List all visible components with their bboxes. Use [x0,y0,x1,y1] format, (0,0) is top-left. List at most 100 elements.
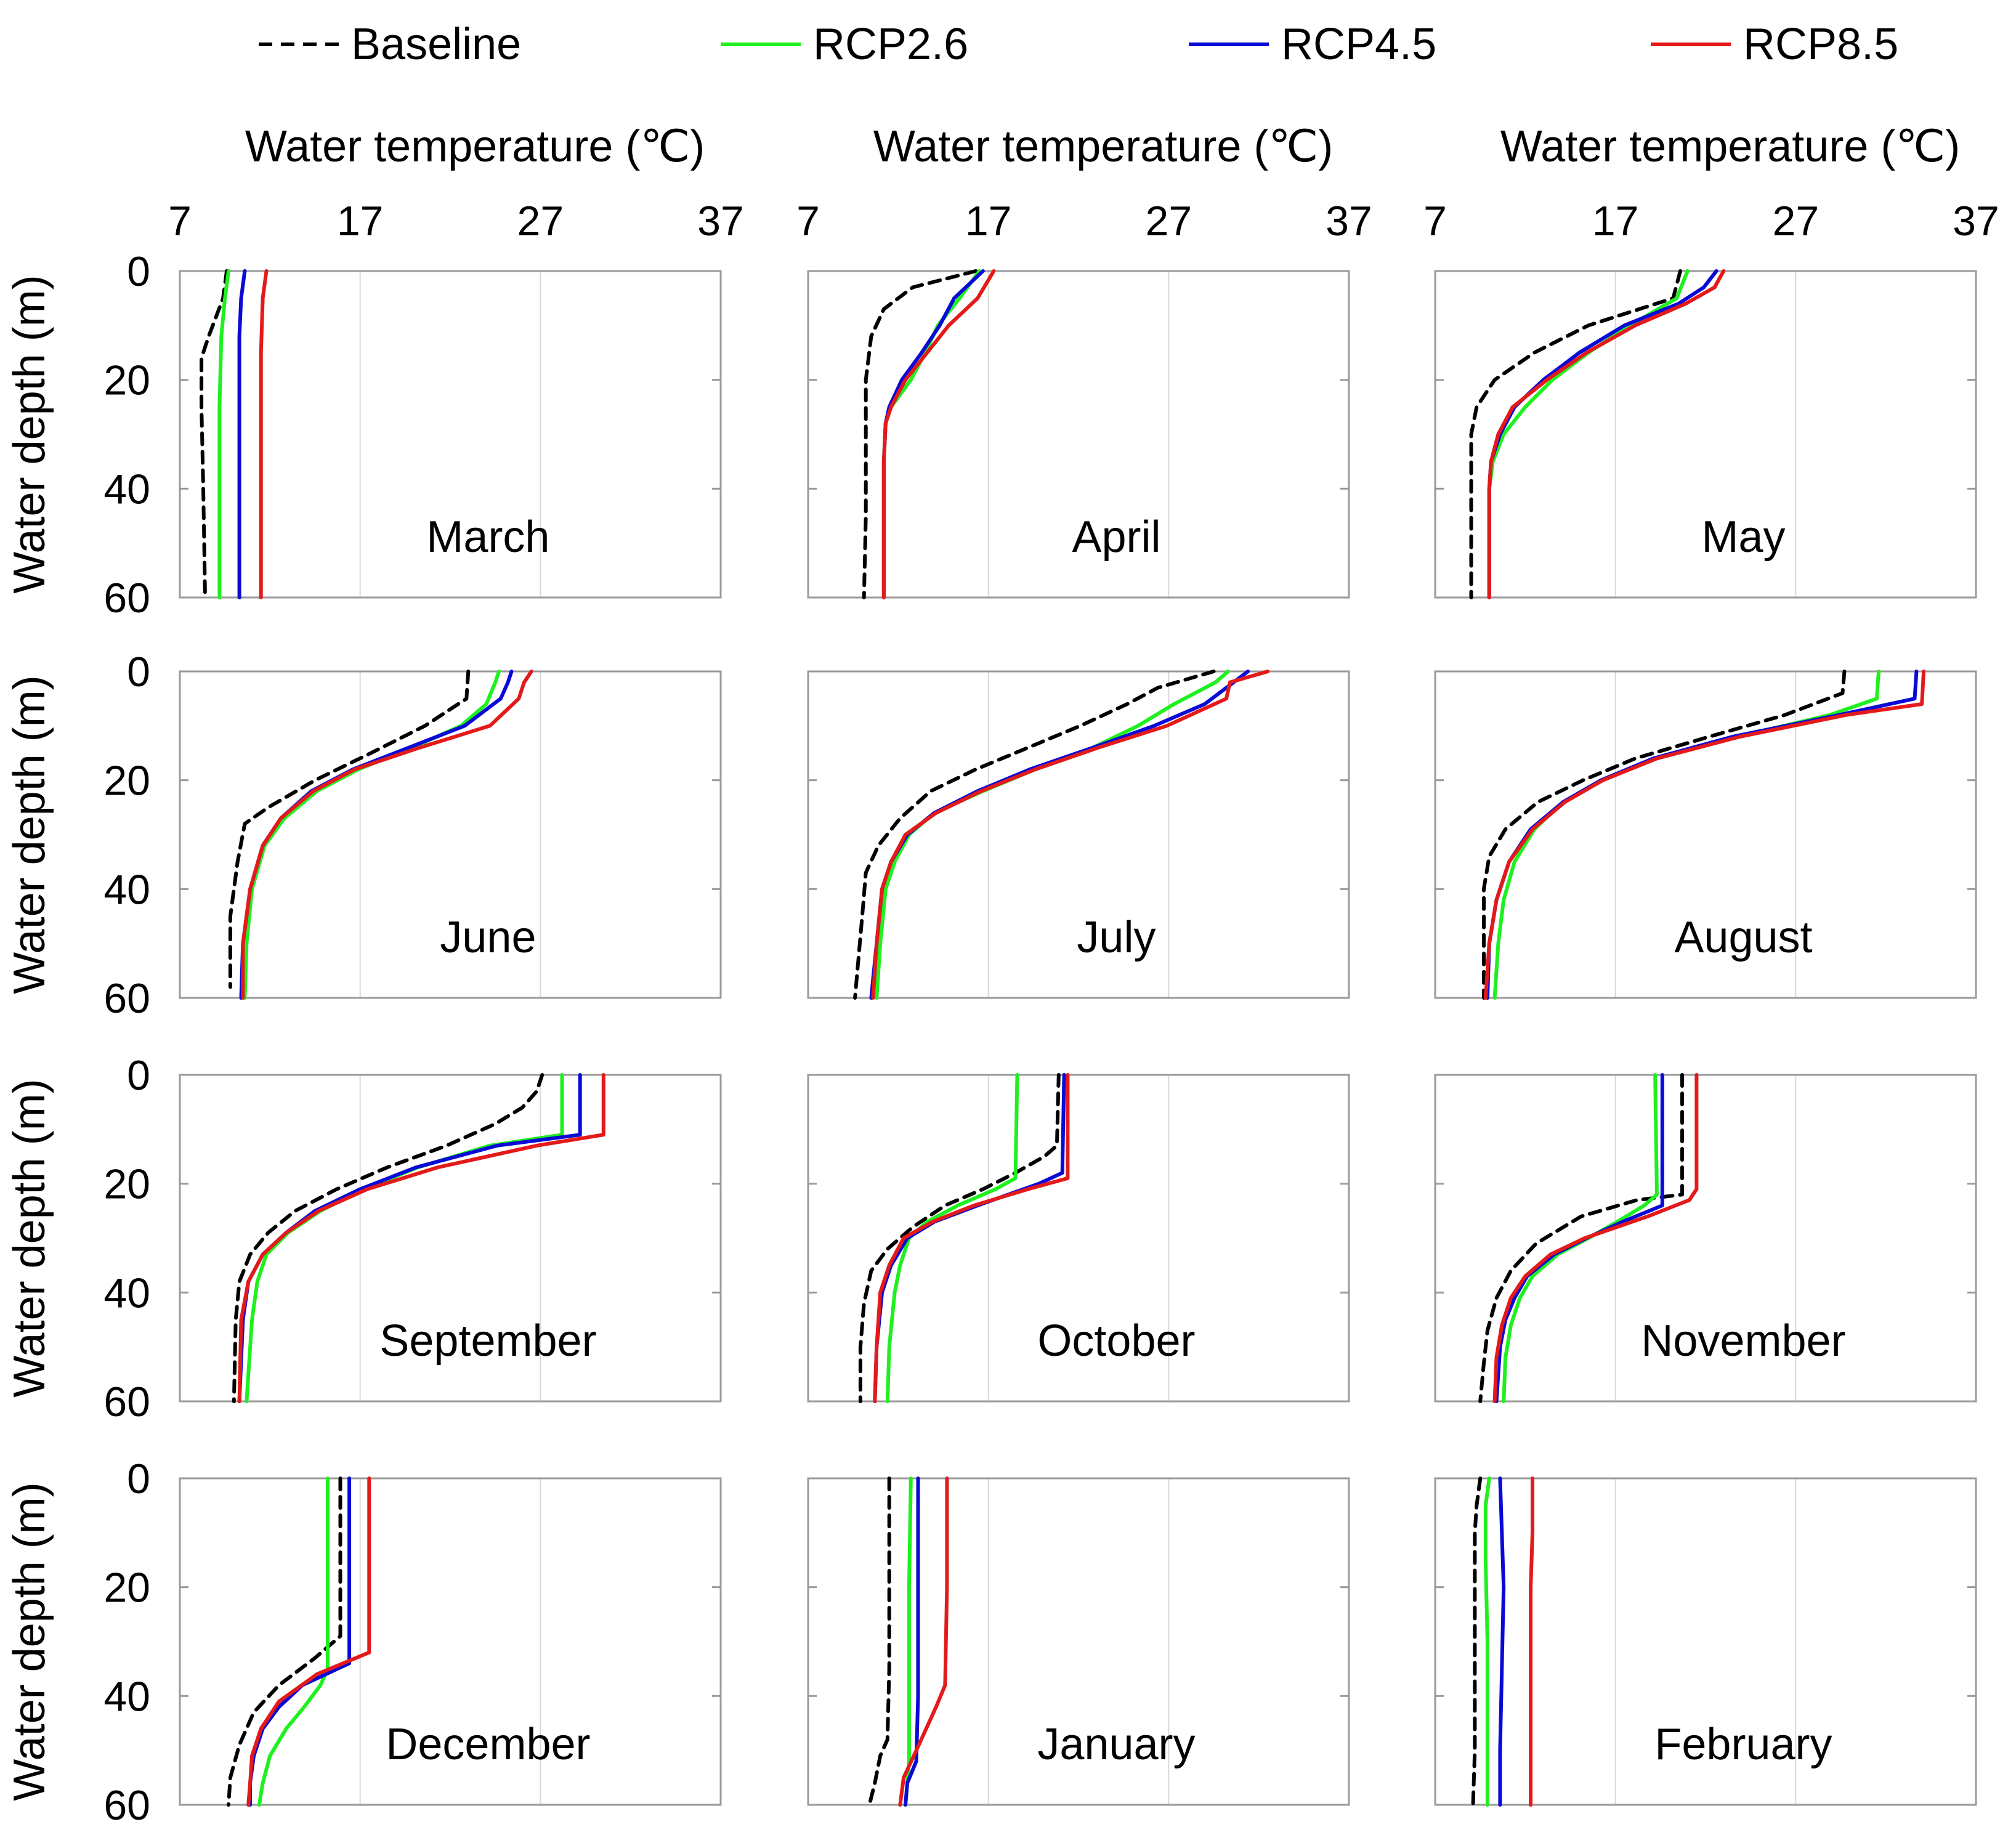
plot-frame [1434,270,1977,599]
panel-march: March 0 20 40 60 Water depth (m) Water tempera… [5,122,744,622]
series-rcp8-5-november [1492,1073,1699,1403]
y-tick-label: 40 [103,1673,150,1720]
month-label: July [1077,913,1156,962]
y-tick-label: 0 [127,1052,150,1099]
plot-frame [807,1074,1350,1403]
series-baseline-may [1469,269,1682,599]
month-label: November [1641,1316,1845,1366]
series-rcp2-6-april [881,269,981,599]
panel-october: October [807,1073,1350,1403]
month-label: April [1072,512,1160,562]
legend-entry-baseline: Baseline [259,20,521,69]
series-rcp8-5-september [237,1073,605,1403]
plot-frame [179,270,722,599]
x-tick-label: 37 [697,198,744,245]
legend-label-rcp8-5: RCP8.5 [1743,20,1898,69]
y-tick-label: 60 [103,1379,150,1425]
y-tick-label: 0 [127,649,150,695]
y-tick-label: 20 [103,357,150,404]
legend-entry-rcp4-5: RCP4.5 [1189,20,1436,69]
series-rcp8-5-april [881,269,996,599]
series-rcp8-5-august [1483,670,1926,1000]
y-tick-label: 60 [103,975,150,1022]
x-tick-label: 27 [1773,198,1820,245]
series-rcp4-5-february [1498,1477,1506,1807]
series-rcp4-5-april [881,269,985,599]
month-label: May [1701,512,1785,562]
month-label: March [426,512,549,562]
series-baseline-january [867,1477,891,1807]
series-rcp4-5-july [869,670,1250,1000]
series-rcp8-5-july [871,670,1270,1000]
legend-label-rcp4-5: RCP4.5 [1281,20,1436,69]
y-tick-label: 20 [103,758,150,804]
month-label: June [440,913,536,962]
x-tick-label: 7 [796,198,820,245]
y-tick-label: 0 [127,248,150,295]
series-rcp2-6-january [904,1477,913,1807]
series-baseline-february [1471,1477,1483,1807]
x-tick-label: 17 [1592,198,1639,245]
plot-frame [179,1477,722,1806]
series-rcp2-6-december [257,1477,330,1807]
plot-frame [807,1477,1350,1806]
x-tick-label: 37 [1326,198,1372,245]
x-axis-title: Water temperature (℃) [245,122,705,171]
x-tick-label: 27 [1146,198,1192,245]
panel-february: February [1434,1477,1977,1807]
x-tick-label: 17 [337,198,384,245]
y-tick-label: 20 [103,1161,150,1208]
series-baseline-june [228,670,471,989]
x-tick-label: 7 [1423,198,1447,245]
panel-july: July [807,670,1350,1000]
panel-april: April Water temperature (℃) 7 17 27 37 [796,122,1372,599]
legend-label-baseline: Baseline [351,20,521,69]
y-axis-title: Water depth (m) [5,275,54,593]
y-tick-label: 0 [127,1456,150,1502]
series-rcp8-5-march [259,269,269,599]
legend-label-rcp2-6: RCP2.6 [813,20,968,69]
plot-frame [1434,1074,1977,1403]
plot-frame [1434,1477,1977,1806]
panel-may: May Water temperature (℃) 7 17 27 37 [1423,122,1999,599]
y-tick-label: 60 [103,1782,150,1829]
x-axis-title: Water temperature (℃) [1500,122,1960,171]
legend: Baseline RCP2.6 RCP4.5 RCP8.5 [259,20,1898,69]
series-rcp8-5-january [898,1477,949,1807]
x-tick-label: 37 [1953,198,1999,245]
series-baseline-july [853,670,1216,1000]
y-tick-label: 60 [103,575,150,622]
series-rcp4-5-march [237,269,247,599]
y-axis-title: Water depth (m) [5,675,54,994]
legend-entry-rcp2-6: RCP2.6 [721,20,968,69]
panel-january: January [807,1477,1350,1807]
x-tick-label: 7 [168,198,192,245]
month-label: January [1037,1720,1195,1769]
x-tick-label: 17 [965,198,1012,245]
series-rcp8-5-may [1487,269,1726,599]
series-baseline-august [1482,670,1847,1000]
panels-grid: March 0 20 40 60 Water depth (m) Water tempera… [5,122,1999,1829]
month-label: September [379,1316,596,1366]
plot-frame [179,1074,722,1403]
month-label: October [1037,1316,1195,1366]
series-rcp2-6-february [1483,1477,1491,1807]
panel-june: June 0 20 40 60 Water depth (m) [5,649,722,1022]
month-label: August [1674,913,1812,962]
series-rcp2-6-november [1502,1073,1659,1403]
series-rcp4-5-november [1494,1073,1664,1403]
y-tick-label: 40 [103,866,150,913]
panel-september: September 0 20 40 60 Water depth (m) [5,1052,722,1425]
series-baseline-november [1478,1073,1684,1403]
series-baseline-december [227,1477,342,1807]
legend-entry-rcp8-5: RCP8.5 [1651,20,1898,69]
series-baseline-april [862,269,978,599]
series-baseline-october [858,1073,1061,1403]
plot-frame [179,670,722,999]
plot-frame [807,670,1350,999]
series-rcp4-5-january [904,1477,920,1807]
series-rcp8-5-december [246,1477,371,1807]
y-tick-label: 40 [103,466,150,512]
series-rcp8-5-june [241,670,533,1000]
